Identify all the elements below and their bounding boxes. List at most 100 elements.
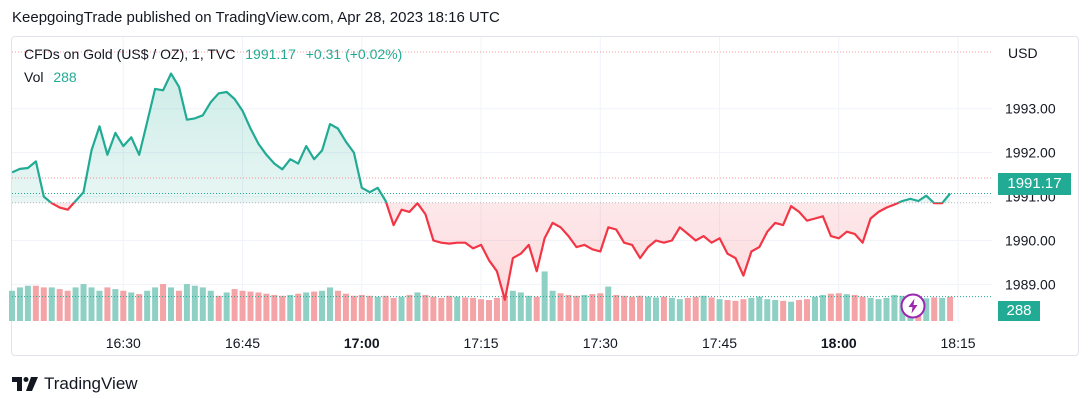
x-tick-label: 16:30 [106,335,141,351]
volume-bar [120,290,127,321]
volume-bar [128,292,135,321]
volume-bar [263,293,270,321]
volume-bar [239,290,246,321]
legend-volume-row[interactable]: Vol 288 [24,69,83,85]
volume-bar [819,294,826,321]
volume-bar [414,292,421,321]
volume-bar [581,294,588,321]
volume-bar [891,294,898,321]
axis-currency-label: USD [1008,45,1038,61]
volume-bar [565,294,572,321]
volume-bar [931,297,938,321]
volume-bar [597,293,604,321]
volume-bar [175,290,182,321]
volume-bar [517,292,524,321]
volume-bar [541,271,548,321]
volume-bar [430,296,437,321]
legend-change: +0.31 (+0.02%) [305,46,403,62]
volume-bar [493,297,500,321]
volume-bar [160,284,167,321]
volume-bar [438,297,445,321]
volume-bar [533,296,540,321]
x-tick-label: 17:00 [344,335,380,351]
volume-bar [883,297,890,321]
volume-bar [501,295,508,321]
volume-bar [40,287,47,321]
volume-bar [327,287,333,321]
volume-bar [342,293,349,321]
volume-bar [947,296,954,321]
legend-vol-value: 288 [53,69,77,85]
volume-bar [215,295,222,321]
volume-bar [366,295,373,321]
volume-bar [652,297,659,321]
lightning-icon[interactable] [900,293,926,319]
area-fills [12,73,951,300]
volume-bar [740,299,747,321]
x-tick-label: 17:30 [583,335,618,351]
volume-bar [24,285,31,321]
volume-bar [923,298,930,321]
legend-price: 1991.17 [245,46,296,62]
volume-bar [207,290,214,321]
volume-bar [247,291,254,321]
y-tick-label: 1992.00 [1005,145,1056,161]
volume-bar [772,300,779,321]
volume-bar [645,296,651,321]
volume-bar [939,297,946,321]
x-tick-label: 17:15 [464,335,499,351]
volume-bar [80,284,87,321]
volume-bar [374,296,381,321]
volume-bar [279,295,286,321]
volume-bar [780,300,787,321]
current-price-tag: 1991.17 [998,173,1071,195]
volume-bar [875,299,882,321]
volume-bar [613,294,620,321]
current-volume-tag: 288 [998,301,1040,321]
volume-bar [700,295,707,321]
volume-bar [629,296,636,321]
volume-bar [660,296,667,321]
volume-bar [303,292,310,321]
volume-bar [796,300,803,321]
volume-bar [32,285,39,321]
volume-bar [549,290,556,321]
volume-bar [676,299,683,321]
volume-bar [557,293,564,321]
published-caption: KeepgoingTrade published on TradingView.… [12,9,500,26]
volume-bar [422,294,429,321]
volume-bar [112,289,119,321]
volume-bar [668,297,675,321]
tradingview-logo[interactable]: TradingView [12,374,138,394]
volume-bar [168,287,174,321]
volume-bars [9,271,954,321]
volume-bar [748,297,755,321]
volume-bar [716,299,723,321]
volume-bar [88,287,95,321]
volume-bar [835,293,842,321]
legend-vol-label: Vol [24,69,44,85]
volume-bar [319,290,326,321]
volume-bar [271,294,278,321]
legend-symbol-row[interactable]: CFDs on Gold (US$ / OZ), 1, TVC 1991.17 … [24,46,408,62]
volume-bar [48,287,55,321]
volume-bar [152,287,159,321]
volume-bar [191,285,198,321]
volume-bar [843,294,850,321]
y-tick-label: 1990.00 [1005,233,1056,249]
area-fill-above [12,73,951,203]
volume-bar [287,294,294,321]
x-tick-label: 18:15 [941,335,976,351]
y-tick-label: 1993.00 [1005,101,1056,117]
volume-bar [621,295,628,321]
volume-bar [406,294,413,321]
volume-bar [398,296,405,321]
volume-bar [724,300,731,321]
volume-bar [255,292,262,321]
volume-bar [390,297,397,321]
x-tick-label: 18:00 [821,335,857,351]
volume-bar [605,286,612,321]
x-axis[interactable]: 16:30 16:45 17:00 17:15 17:30 17:45 18:00 18:15 [106,335,976,351]
